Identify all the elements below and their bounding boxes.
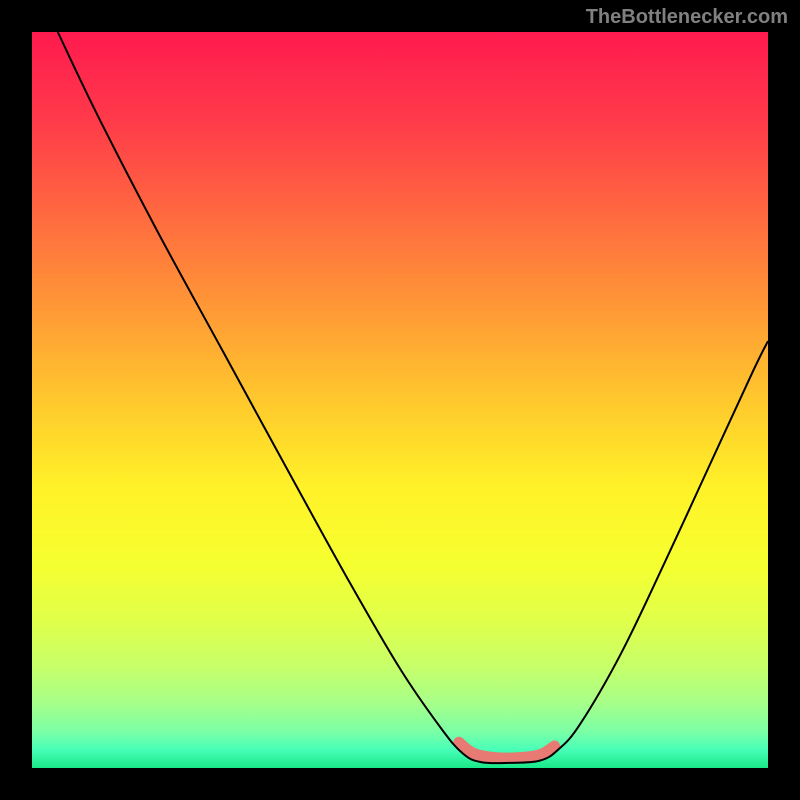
bottleneck-highlight <box>459 742 555 758</box>
watermark-text: TheBottlenecker.com <box>586 6 788 29</box>
chart-svg <box>0 0 800 800</box>
v-curve <box>58 32 768 763</box>
